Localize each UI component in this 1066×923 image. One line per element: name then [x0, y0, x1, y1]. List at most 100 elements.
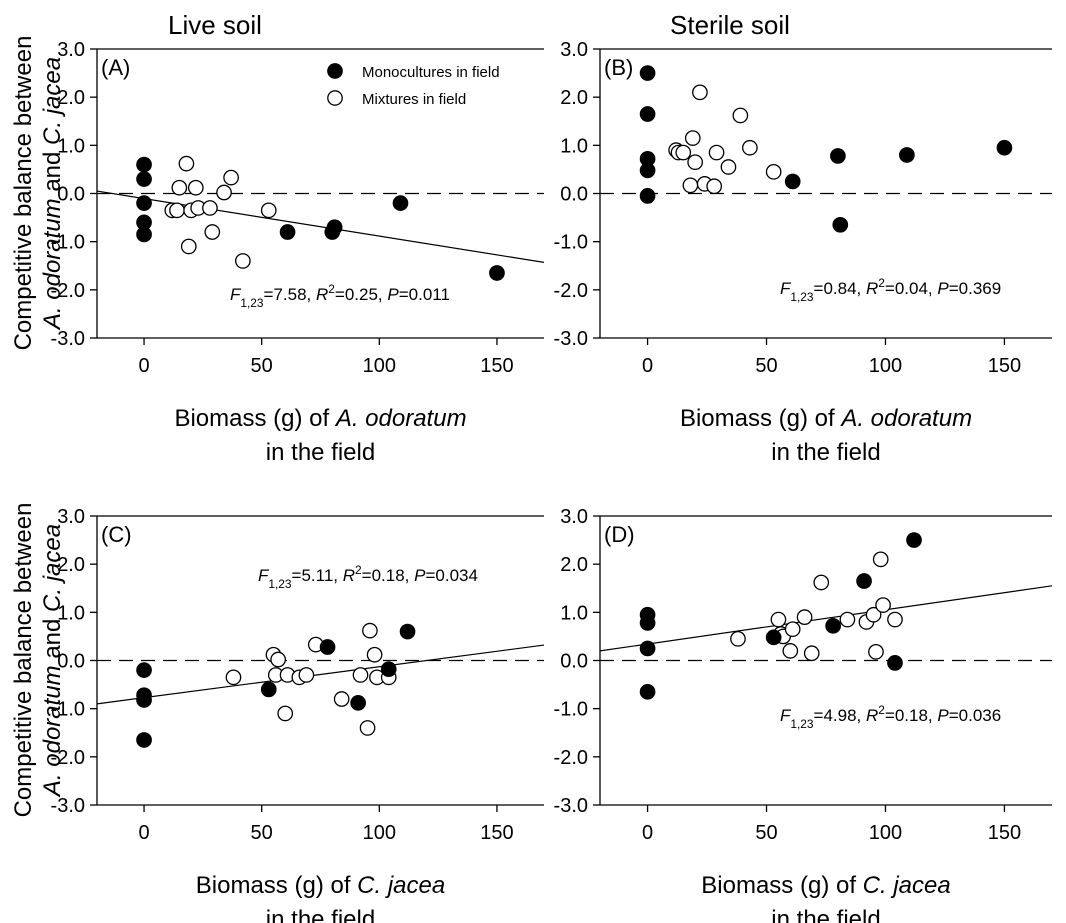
y-tick-label: -2.0: [51, 747, 85, 769]
monoculture-point: [639, 162, 656, 179]
monoculture-point: [399, 623, 416, 640]
monoculture-point: [136, 195, 152, 211]
y-tick-label: 0.0: [57, 651, 85, 673]
x-axis-label-line2: in the field: [771, 906, 880, 923]
y-axis-label: Competitive balance between: [10, 503, 37, 818]
mixture-point: [225, 669, 242, 686]
x-axis-label: Biomass (g) of A. odoratum: [680, 405, 972, 432]
stats-part: R: [866, 706, 878, 725]
mixture-point: [708, 144, 725, 161]
stats-part: P: [387, 285, 399, 304]
y-tick-label: -2.0: [554, 747, 588, 769]
stats-part: =0.18,: [362, 566, 414, 585]
monoculture-point: [326, 219, 343, 236]
y-tick-label: -3.0: [51, 795, 85, 817]
stats-part: 2: [878, 276, 885, 290]
y-tick-label: -2.0: [51, 280, 85, 302]
y-tick-label: 2.0: [560, 554, 588, 576]
x-axis-label: Biomass (g) of A. odoratum: [174, 405, 466, 432]
stats-part: 1,23: [790, 290, 814, 304]
y-tick-label: 3.0: [57, 39, 85, 61]
x-axis-label-line2: in the field: [266, 906, 375, 923]
y-tick-label: -2.0: [554, 280, 588, 302]
monoculture-point: [380, 661, 397, 678]
stats-part: 2: [328, 282, 335, 296]
regression-line: [96, 644, 545, 705]
mixture-point: [839, 611, 856, 628]
mixture-point: [223, 169, 239, 186]
x-axis-label-line2: in the field: [771, 439, 880, 466]
stats-part: 1,23: [268, 577, 292, 591]
monoculture-point: [319, 639, 336, 655]
mixture-point: [684, 130, 701, 146]
y-tick-label: -1.0: [51, 699, 85, 721]
y-tick-label: -1.0: [554, 232, 588, 254]
y-tick-label: -3.0: [554, 328, 588, 350]
stats-part: =0.84,: [814, 279, 866, 298]
mixture-point: [813, 574, 830, 591]
x-tick-label: 100: [363, 355, 396, 377]
stats-part: =5.11,: [292, 566, 343, 585]
y-tick-label: 3.0: [560, 506, 588, 528]
mixture-point: [366, 646, 383, 663]
xlabel-part: C. jacea: [863, 872, 951, 899]
ylabel-part: A. odoratum: [39, 665, 66, 798]
monoculture-point: [996, 139, 1013, 156]
xlabel-part: Biomass (g) of: [174, 405, 335, 432]
mixture-point: [270, 651, 287, 668]
xlabel-part: Biomass (g) of: [680, 405, 841, 432]
mixture-point: [362, 622, 378, 639]
mixture-point: [187, 179, 204, 196]
panel-label: (C): [101, 522, 132, 547]
stats-part: P: [937, 706, 949, 725]
stats-part: =0.18,: [885, 706, 937, 725]
mixture-point: [720, 159, 737, 175]
mixture-point: [235, 253, 251, 269]
stats-annotation: F1,23=5.11, R2=0.18, P=0.034: [258, 563, 478, 591]
panel-c: -3.0 -2.0 -1.0 0.0 1.0 2.0 3.0 0 50 100 150 (C) F1,2…: [51, 506, 545, 923]
monoculture-point: [832, 216, 849, 233]
mixture-point: [732, 107, 749, 124]
monoculture-point: [784, 173, 801, 190]
monoculture-point: [260, 681, 277, 698]
stats-part: =0.04,: [885, 279, 937, 298]
x-tick-label: 0: [138, 822, 149, 844]
monoculture-point: [639, 683, 656, 700]
x-axis-label: Biomass (g) of C. jacea: [701, 872, 950, 899]
monoculture-point: [887, 655, 903, 671]
y-tick-label: 1.0: [57, 135, 85, 157]
y-tick-label: 2.0: [560, 87, 588, 109]
legend-mix-marker: [327, 90, 343, 106]
stats-part: 2: [878, 703, 885, 717]
ylabel-part: and: [39, 612, 66, 665]
stats-part: =0.034: [425, 566, 477, 585]
mixture-point: [352, 667, 369, 683]
y-axis-label-line2: A. odoratum and C. jacea: [39, 524, 66, 798]
monoculture-point: [899, 147, 915, 163]
stats-part: =0.036: [949, 706, 1001, 725]
mixture-point: [875, 597, 891, 613]
y-axis-label-line2: A. odoratum and C. jacea: [39, 57, 66, 331]
stats-annotation: F1,23=7.58, R2=0.25, P=0.011: [230, 282, 450, 310]
monoculture-point: [830, 148, 846, 164]
monoculture-point: [136, 171, 152, 187]
stats-part: =7.58,: [264, 285, 316, 304]
mixture-point: [277, 705, 294, 722]
xlabel-part: A. odoratum: [839, 405, 972, 432]
y-tick-label: -3.0: [554, 795, 588, 817]
stats-part: R: [343, 566, 355, 585]
x-tick-label: 150: [480, 822, 513, 844]
mixture-point: [298, 667, 315, 683]
stats-part: 1,23: [240, 296, 264, 310]
xlabel-part: C. jacea: [357, 872, 445, 899]
y-tick-label: 1.0: [560, 602, 588, 624]
y-tick-label: 1.0: [57, 602, 85, 624]
monoculture-point: [279, 224, 296, 240]
mixture-point: [730, 630, 746, 647]
monoculture-point: [392, 195, 409, 211]
mixture-point: [178, 155, 195, 172]
xlabel-part: A. odoratum: [334, 405, 467, 432]
mixture-point: [796, 609, 813, 626]
monoculture-point: [136, 732, 152, 748]
